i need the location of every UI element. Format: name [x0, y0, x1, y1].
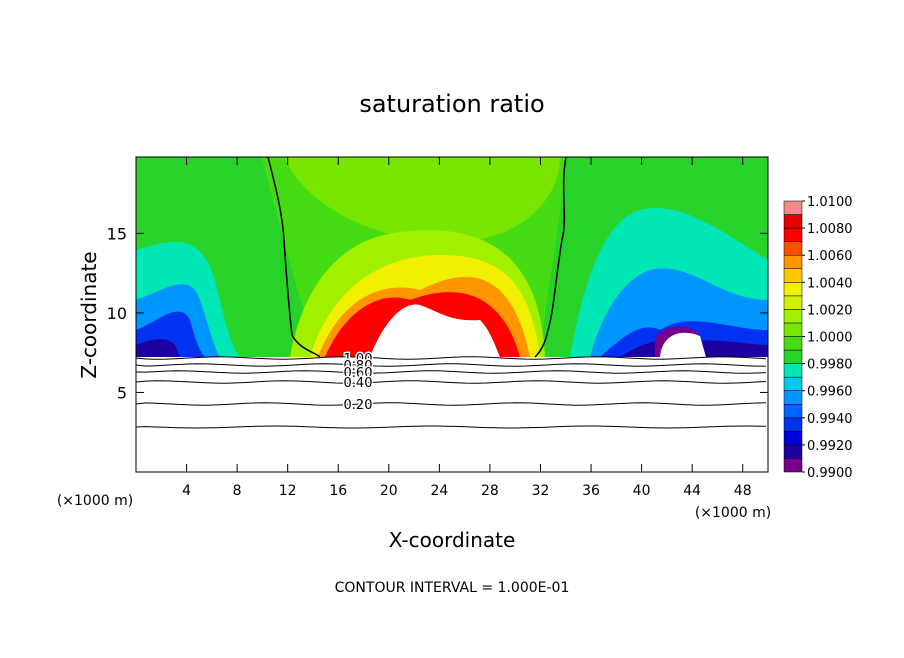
y-tick-label: 15 — [107, 224, 127, 243]
colorbar-band — [783, 254, 803, 269]
colorbar-band — [783, 200, 803, 215]
plot-frame — [135, 156, 769, 473]
colorbar-band — [783, 376, 803, 391]
contour-line — [267, 157, 321, 358]
x-tick-label: 8 — [233, 483, 242, 499]
colorbar-band — [783, 404, 803, 419]
x-tick-label: 36 — [582, 483, 600, 499]
contour-interval: CONTOUR INTERVAL = 1.000E-01 — [335, 580, 570, 596]
x-tick-label: 48 — [734, 483, 752, 499]
y-tick-label: 5 — [117, 383, 127, 402]
x-tick-label: 12 — [279, 483, 297, 499]
contour-line — [534, 157, 567, 358]
colorbar-tick-label: 1.0060 — [807, 249, 853, 264]
contour-line — [136, 380, 767, 384]
colorbar-band — [783, 363, 803, 378]
colorbar-band — [783, 241, 803, 256]
colorbar-tick-label: 1.0020 — [807, 303, 853, 318]
contour-line — [136, 402, 767, 406]
contour-label: 0.20 — [344, 398, 373, 413]
contour-label: 0.40 — [344, 376, 373, 391]
y-tick-label: 10 — [107, 304, 127, 323]
x-unit-label: (×1000 m) — [695, 505, 771, 521]
contour-label: 1.00 — [344, 352, 373, 367]
colorbar-band — [783, 309, 803, 324]
y-axis-label: Z-coordinate — [77, 251, 101, 378]
field — [136, 157, 768, 472]
x-tick-label: 32 — [532, 483, 550, 499]
colorbar-band — [783, 295, 803, 310]
colorbar-tick-label: 0.9980 — [807, 358, 853, 373]
x-tick-label: 20 — [380, 483, 398, 499]
colorbar-tick-label: 0.9960 — [807, 385, 853, 400]
colorbar-band — [783, 417, 803, 432]
x-tick-label: 4 — [182, 483, 191, 499]
colorbar-band — [783, 322, 803, 337]
colorbar-band — [783, 268, 803, 283]
contour-line — [136, 356, 767, 360]
x-tick-label: 16 — [329, 483, 347, 499]
colorbar-band — [783, 444, 803, 459]
field-fill — [370, 304, 500, 357]
contour-line-decor — [136, 425, 767, 429]
colorbar-tick-label: 0.9900 — [807, 466, 853, 481]
x-tick-label: 40 — [633, 483, 651, 499]
colorbar-tick-label: 0.9920 — [807, 439, 853, 454]
colorbar-band — [783, 431, 803, 446]
contour-label: 0.60 — [344, 366, 373, 381]
colorbar-band — [783, 282, 803, 297]
colorbar-band — [783, 390, 803, 405]
colorbar-band — [783, 227, 803, 242]
colorbar-tick-label: 1.0000 — [807, 331, 853, 346]
colorbar-band — [783, 336, 803, 351]
field-fill — [660, 332, 706, 357]
colorbar-tick-label: 0.9940 — [807, 412, 853, 427]
field-fill — [136, 339, 180, 357]
colorbar-tick-label: 1.0080 — [807, 222, 853, 237]
field-fill — [136, 357, 768, 472]
chart-title: saturation ratio — [359, 90, 544, 118]
colorbar-tick-label: 1.0100 — [807, 195, 853, 210]
contour-label: 0.80 — [344, 359, 373, 374]
colorbar-band — [783, 349, 803, 364]
contour-line — [136, 370, 767, 374]
x-tick-label: 24 — [430, 483, 448, 499]
x-unit-label: (×1000 m) — [57, 493, 133, 509]
contour-line — [136, 363, 767, 367]
x-tick-label: 44 — [683, 483, 701, 499]
field-fill — [272, 157, 560, 242]
colorbar-band — [783, 458, 803, 473]
x-tick-label: 28 — [481, 483, 499, 499]
x-axis-label: X-coordinate — [389, 528, 516, 552]
colorbar-band — [783, 214, 803, 229]
colorbar-tick-label: 1.0040 — [807, 276, 853, 291]
